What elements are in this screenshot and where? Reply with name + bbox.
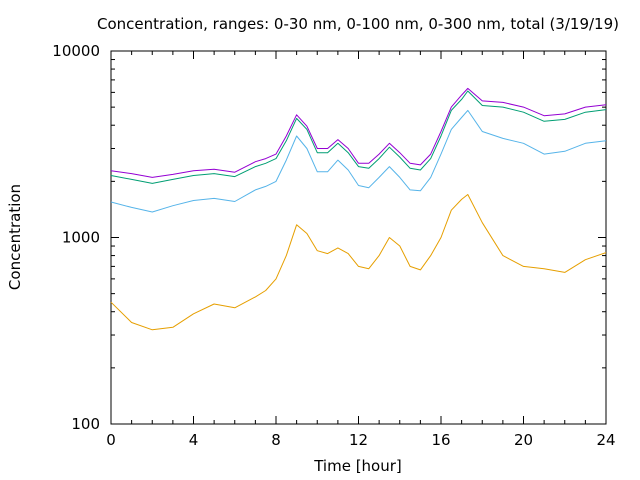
x-tick-label: 4 [189,431,199,449]
y-tick-label: 1000 [62,229,100,247]
series-line-4 [110,87,607,178]
x-tick-label: 20 [514,431,533,449]
x-tick-label: 8 [271,431,281,449]
x-tick-label: 24 [596,431,615,449]
x-tick-label: 16 [431,431,450,449]
x-axis-label: Time [hour] [313,457,402,475]
series-line-2 [110,109,607,213]
y-axis-label: Concentration [6,184,24,290]
series-line-3 [110,90,607,184]
x-tick-label: 0 [106,431,116,449]
series-line-1 [110,194,607,331]
chart-title: Concentration, ranges: 0-30 nm, 0-100 nm… [97,15,619,33]
y-tick-label: 100 [71,415,100,433]
plot-frame [110,50,607,425]
plot-area: 0 4 8 12 16 20 24 100 1000 10000 [52,42,615,449]
y-tick-label: 10000 [52,42,100,60]
x-tick-label: 12 [349,431,368,449]
